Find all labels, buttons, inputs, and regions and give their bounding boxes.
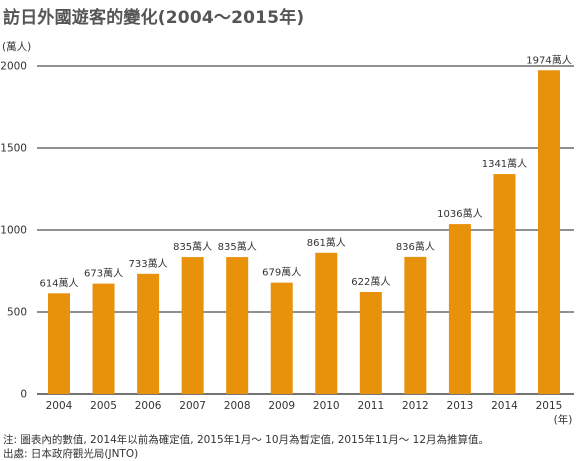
value-label: 1036萬人 — [437, 207, 482, 220]
bar — [48, 293, 70, 394]
x-tick-label: 2009 — [268, 400, 295, 412]
x-tick-label: 2014 — [491, 400, 518, 412]
value-label: 614萬人 — [39, 276, 78, 289]
value-label: 733萬人 — [129, 257, 168, 270]
x-tick-label: 2015 — [536, 400, 563, 412]
bar — [181, 257, 204, 394]
x-tick-label: 2005 — [90, 400, 117, 412]
value-label: 836萬人 — [396, 240, 435, 253]
bar-chart: (萬人) 0 500 1000 1500 2000 614萬人 673萬人 733萬人 835… — [0, 40, 574, 426]
y-tick-label: 0 — [20, 389, 27, 401]
x-tick-label: 2012 — [402, 400, 429, 412]
bar — [315, 252, 338, 394]
value-label: 1974萬人 — [526, 53, 571, 66]
y-tick-label: 1000 — [0, 225, 27, 237]
value-label: 861萬人 — [307, 236, 346, 249]
value-label: 622萬人 — [351, 275, 390, 288]
x-tick-label: 2010 — [313, 400, 340, 412]
x-tick-label: 2007 — [179, 400, 206, 412]
bars — [48, 70, 560, 394]
bar — [538, 70, 560, 394]
x-tick-label: 2004 — [46, 400, 73, 412]
bar — [404, 256, 427, 394]
x-axis-label: (年) — [554, 413, 573, 426]
y-axis-label: (萬人) — [2, 40, 31, 53]
bar — [359, 291, 382, 394]
y-tick-labels: 0 500 1000 1500 2000 — [0, 61, 27, 401]
x-tick-label: 2006 — [135, 400, 162, 412]
y-tick-label: 2000 — [0, 61, 27, 73]
value-label: 1341萬人 — [482, 157, 527, 170]
x-tick-label: 2008 — [224, 400, 251, 412]
x-tick-labels: 2004 2005 2006 2007 2008 2009 2010 2011 2012 2013… — [46, 400, 563, 412]
source-note: 出處: 日本政府觀光局(JNTO) — [3, 448, 139, 460]
bar — [137, 273, 160, 394]
bar — [270, 282, 293, 394]
bar — [448, 224, 471, 394]
value-label: 835萬人 — [218, 240, 257, 253]
footnote: 注: 圖表內的數值, 2014年以前為確定值, 2015年1月〜 10月為暫定值… — [3, 434, 490, 446]
y-tick-label: 1500 — [0, 143, 27, 155]
gridlines — [37, 65, 574, 395]
bar — [92, 283, 115, 394]
value-label: 673萬人 — [84, 267, 123, 280]
value-labels: 614萬人 673萬人 733萬人 835萬人 835萬人 679萬人 861萬人 622萬人… — [39, 53, 571, 289]
x-tick-label: 2011 — [357, 400, 384, 412]
value-label: 835萬人 — [173, 240, 212, 253]
y-tick-label: 500 — [7, 307, 27, 319]
value-label: 679萬人 — [262, 266, 301, 279]
bar — [493, 174, 516, 394]
x-tick-label: 2013 — [447, 400, 474, 412]
chart-title: 訪日外國遊客的變化(2004〜2015年) — [3, 8, 305, 28]
bar — [226, 257, 249, 394]
